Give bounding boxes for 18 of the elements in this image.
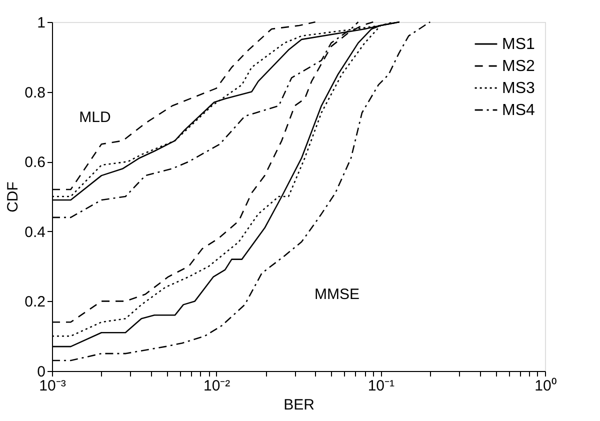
x-tick-label: 10⁰ [534,378,556,394]
y-tick-label: 0.2 [24,294,46,311]
x-tick-label: 10⁻¹ [368,378,395,394]
annotation: MMSE [314,286,360,303]
legend-label: MS4 [502,102,535,119]
legend-label: MS3 [502,80,535,97]
x-tick-label: 10⁻² [203,378,230,394]
y-tick-label: 0.6 [24,154,46,172]
y-axis-title: CDF [4,182,22,212]
legend-label: MS1 [502,36,535,53]
y-tick-label: 0 [37,364,46,380]
legend-label: MS2 [502,58,535,75]
y-tick-label: 1 [37,14,46,32]
y-tick-label: 0.4 [24,224,46,241]
annotation: MLD [79,109,111,126]
x-tick-label: 10⁻³ [39,378,66,394]
y-tick-label: 0.8 [24,84,46,102]
x-axis-title: BER [284,396,315,414]
